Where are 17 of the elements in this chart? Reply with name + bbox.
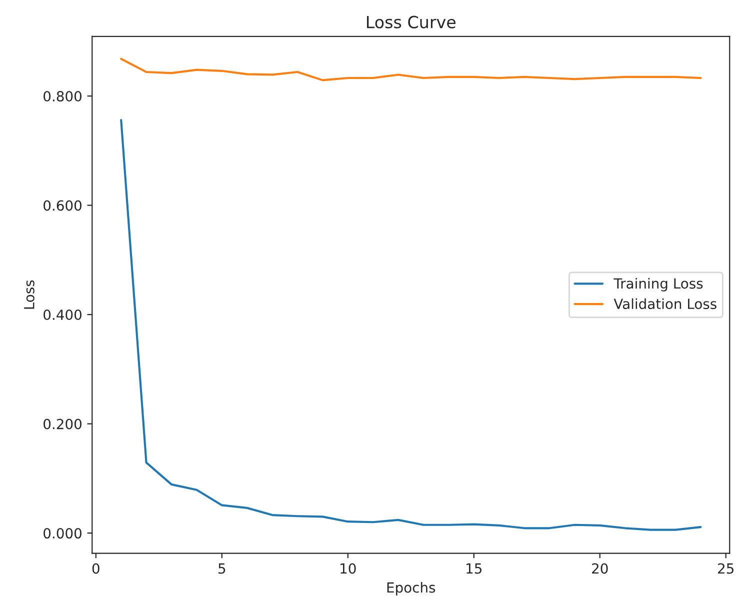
- x-tick-label: 25: [718, 563, 734, 574]
- chart-title: Loss Curve: [367, 16, 456, 28]
- y-tick-label: 0.000: [44, 528, 82, 539]
- x-tick-label: 10: [340, 563, 356, 574]
- y-tick-label: 0.600: [44, 200, 82, 211]
- y-tick-label: 0.200: [44, 418, 82, 430]
- x-tick-label: 5: [218, 563, 226, 574]
- x-axis-title: Epochs: [387, 582, 436, 596]
- legend-label: Validation Loss: [614, 298, 716, 310]
- x-tick-label: 20: [592, 563, 608, 574]
- y-tick-label: 0.400: [44, 310, 82, 320]
- x-tick-label: 15: [466, 563, 482, 574]
- y-tick-label: 0.800: [44, 90, 82, 102]
- x-tick-label: 0: [92, 563, 100, 574]
- legend-label: Training Loss: [614, 278, 703, 292]
- line-series: [120, 58, 702, 82]
- y-axis-title: Loss: [24, 280, 34, 309]
